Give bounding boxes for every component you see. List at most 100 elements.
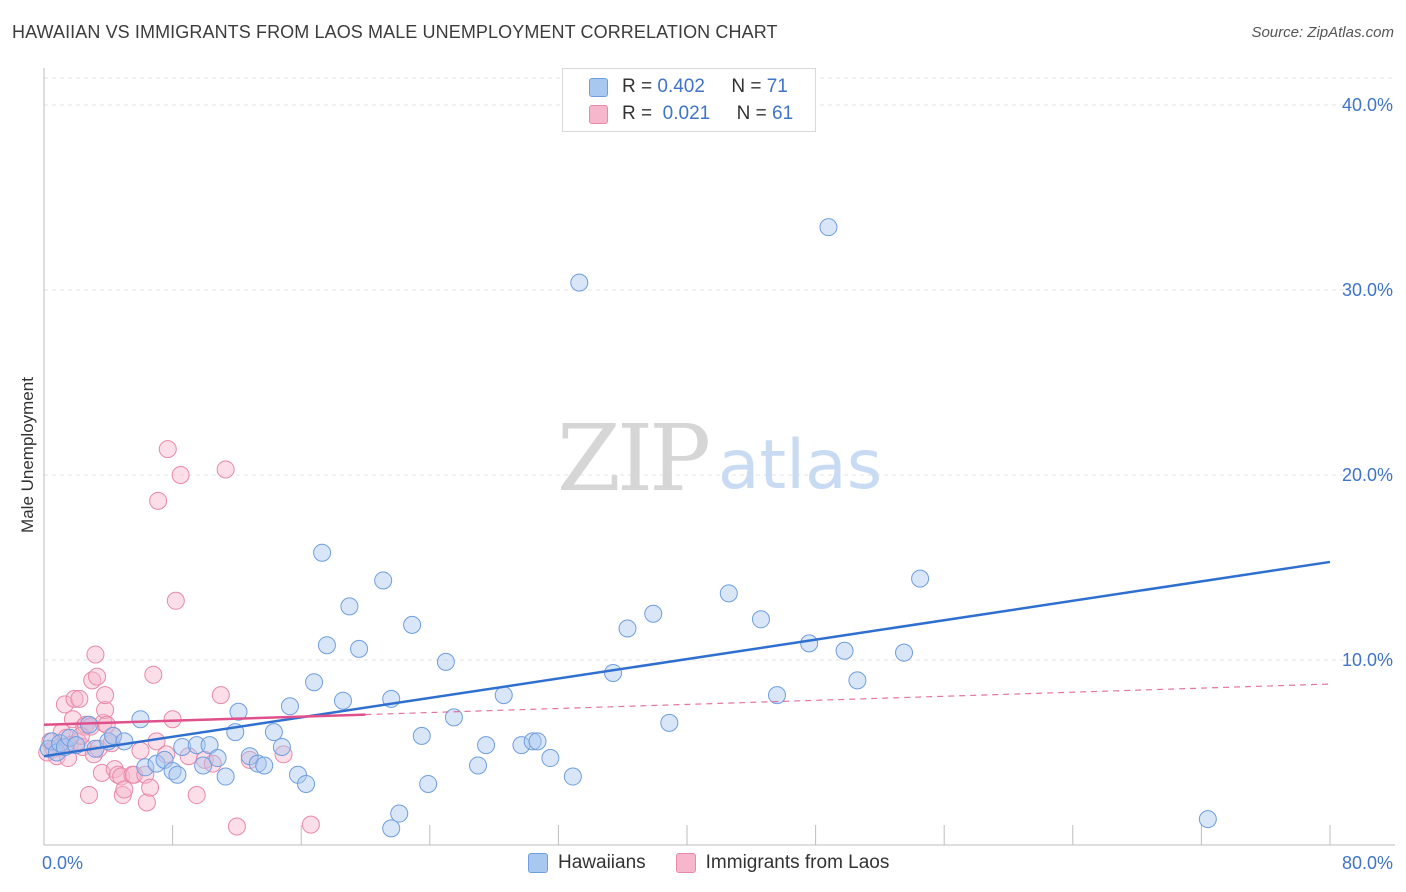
hawaiian-point (618, 619, 637, 638)
hawaiian-point (216, 767, 235, 786)
hawaiian-point (403, 615, 422, 634)
hawaiian-point (469, 756, 488, 775)
laos-point (163, 710, 182, 729)
laos-point (131, 741, 150, 760)
legend-n-label: N = (736, 103, 767, 124)
hawaiian-point (131, 710, 150, 729)
chart-title: HAWAIIAN VS IMMIGRANTS FROM LAOS MALE UN… (12, 22, 778, 42)
legend-item-laos: Immigrants from Laos (675, 852, 890, 874)
hawaiian-point (494, 686, 513, 705)
laos-point (216, 460, 235, 479)
hawaiian-point (208, 749, 227, 768)
axes (43, 68, 1395, 846)
watermark-atlas: atlas (718, 426, 882, 505)
laos-points (38, 440, 320, 836)
laos-point (149, 491, 168, 510)
laos-point (86, 645, 105, 664)
legend-swatch-blue (589, 77, 608, 97)
hawaiian-point (317, 636, 336, 655)
laos-point (301, 815, 320, 834)
hawaiian-point (115, 732, 134, 751)
hawaiian-point (305, 673, 324, 692)
hawaiian-point (374, 571, 393, 590)
laos-point (137, 793, 156, 812)
hawaiian-point (168, 765, 187, 784)
y-tick-label: 40.0% (1342, 95, 1393, 115)
grid-lines (44, 77, 1395, 661)
legend-swatch-hawaiians (528, 853, 548, 873)
hawaiian-point (800, 634, 819, 653)
hawaiian-point (248, 754, 267, 773)
laos-point (65, 689, 84, 708)
laos-point (144, 665, 163, 684)
hawaiian-point (644, 604, 663, 623)
laos-point (274, 745, 293, 764)
trend-lines (43, 560, 1331, 758)
legend-label-hawaiians: Hawaiians (558, 852, 646, 873)
hawaiian-point (104, 726, 123, 745)
legend-n-value: 61 (772, 103, 794, 124)
hawaiian-point (570, 273, 589, 292)
legend-item-hawaiians: Hawaiians (528, 852, 646, 874)
laos-trend-line-dashed (365, 683, 1331, 716)
hawaiian-point (835, 641, 854, 660)
hawaiian-point (264, 723, 283, 742)
hawaiian-point (751, 610, 770, 629)
hawaiian-point (163, 762, 182, 780)
hawaiian-point (719, 584, 738, 603)
hawaiian-point (541, 749, 560, 768)
legend-row-hawaiians: R = 0.402 N = 71 (589, 75, 788, 99)
hawaiian-point (768, 686, 787, 705)
laos-point (96, 686, 115, 705)
hawaiian-point (523, 732, 542, 751)
correlation-legend: R = 0.402 N = 71 R = 0.021 N = 61 (562, 68, 816, 132)
hawaiian-point (436, 652, 455, 671)
hawaiian-point (477, 736, 496, 755)
laos-point (70, 689, 89, 708)
legend-n-label: N = (731, 76, 762, 97)
laos-point (158, 440, 177, 459)
hawaiian-point (60, 728, 79, 747)
hawaiian-point (444, 708, 463, 727)
legend-n-value: 71 (766, 76, 788, 97)
hawaiian-point (333, 691, 352, 710)
hawaiian-point (1198, 810, 1217, 829)
laos-point (187, 786, 206, 805)
hawaiian-point (255, 756, 274, 775)
x-tick-label-min: 0.0% (42, 853, 83, 873)
hawaiian-point (563, 767, 582, 786)
laos-point (227, 817, 246, 836)
hawaiian-point (382, 819, 401, 838)
hawaiian-point (412, 726, 431, 745)
laos-point (211, 686, 230, 705)
hawaiian-point (848, 671, 867, 690)
hawaiian-trend-line (43, 560, 1331, 758)
hawaiian-point (390, 804, 409, 823)
legend-r-label: R = (622, 103, 653, 124)
hawaiian-point (51, 734, 70, 753)
hawaiian-point (136, 758, 155, 777)
legend-r-value: 0.402 (657, 76, 705, 97)
laos-point (96, 700, 115, 719)
hawaiian-point (604, 663, 623, 682)
laos-point (80, 786, 99, 805)
laos-point (83, 671, 102, 690)
legend-swatch-laos (675, 853, 696, 873)
laos-trend-line (43, 713, 366, 726)
hawaiian-points (39, 218, 1217, 838)
y-tick-label: 20.0% (1342, 465, 1393, 485)
watermark-zip: ZIP (557, 405, 708, 512)
hawaiian-point (313, 543, 332, 562)
legend-r-label: R = (622, 76, 653, 97)
legend-row-laos: R = 0.021 N = 61 (589, 102, 793, 126)
hawaiian-point (895, 643, 914, 662)
legend-label-laos: Immigrants from Laos (705, 852, 890, 873)
hawaiian-point (911, 569, 930, 588)
y-tick-label: 10.0% (1342, 650, 1393, 670)
series-legend: Hawaiians Immigrants from Laos (528, 852, 919, 874)
hawaiian-point (280, 697, 299, 716)
laos-point (166, 591, 185, 610)
hawaiian-point (528, 732, 547, 751)
hawaiian-point (229, 702, 248, 721)
